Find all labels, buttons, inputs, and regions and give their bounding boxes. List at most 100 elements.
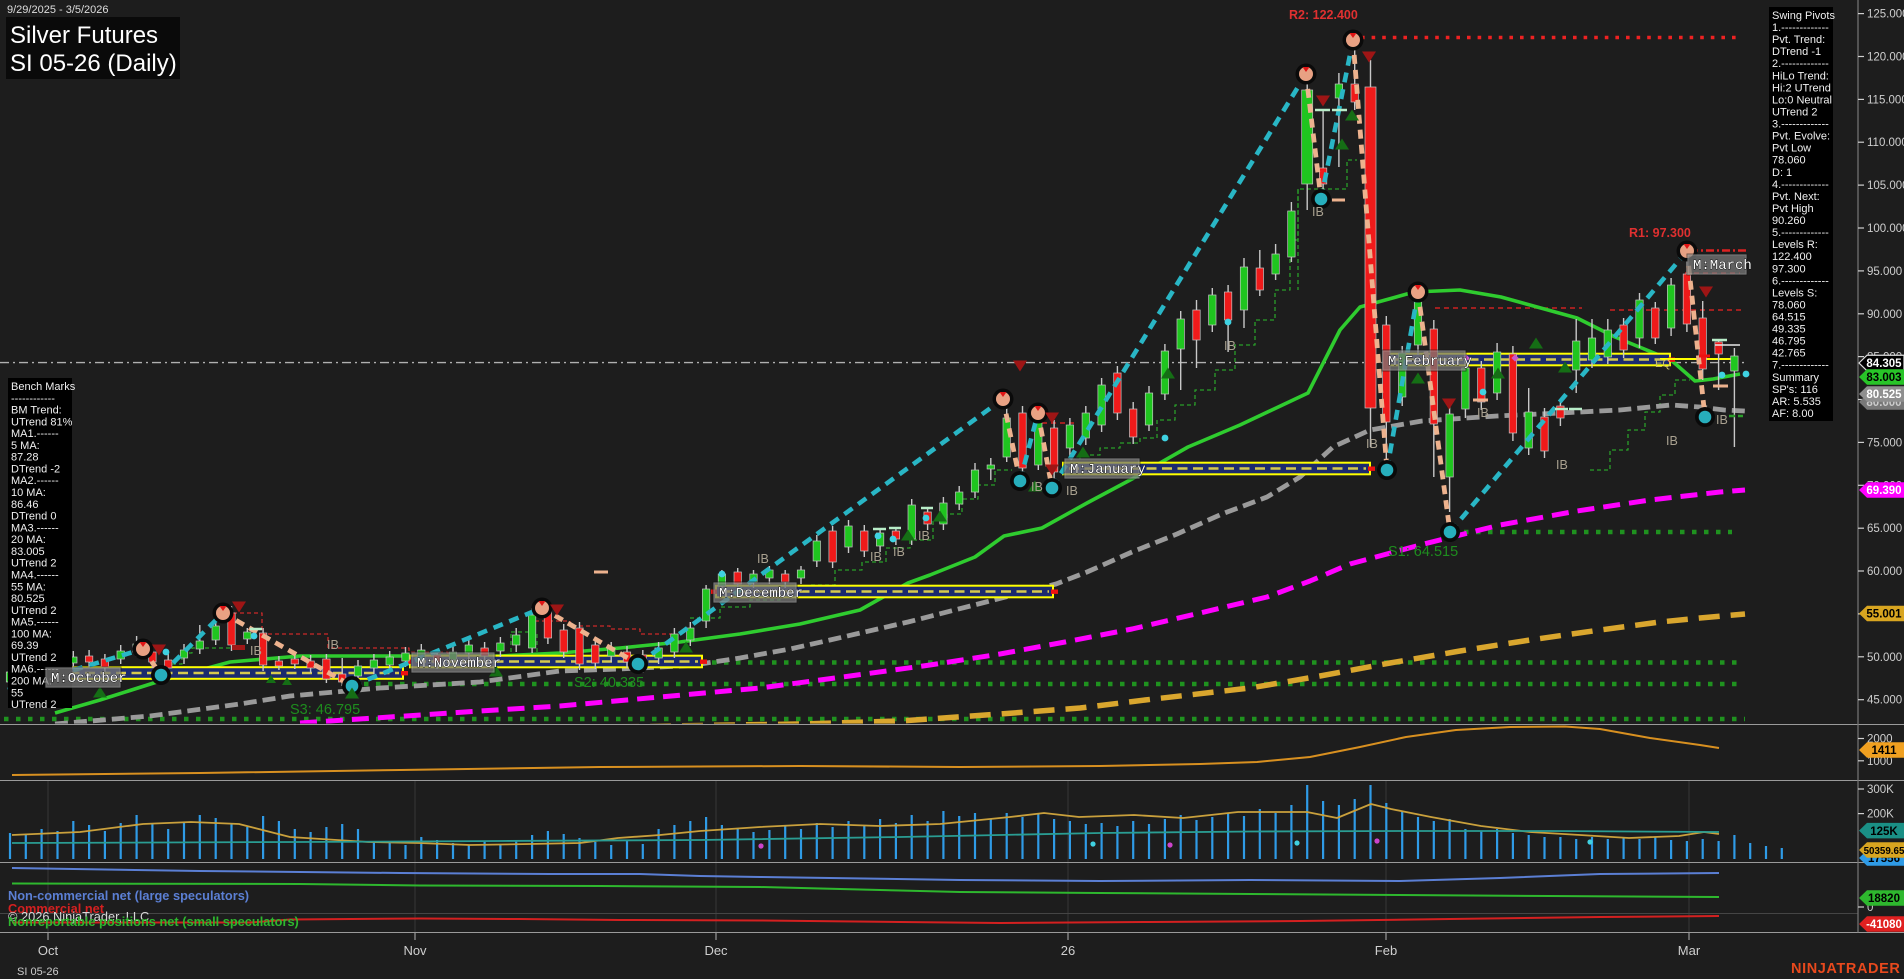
svg-text:1411: 1411 xyxy=(1872,745,1898,757)
svg-text:4.-------------: 4.------------- xyxy=(1772,179,1829,191)
svg-text:55: 55 xyxy=(11,687,23,699)
svg-text:DTrend -1: DTrend -1 xyxy=(1772,46,1821,58)
svg-text:MA3.------: MA3.------ xyxy=(11,522,59,534)
svg-text:45.000: 45.000 xyxy=(1867,695,1902,707)
svg-text:Pvt High: Pvt High xyxy=(1772,203,1814,215)
svg-text:R1: 97.300: R1: 97.300 xyxy=(1629,226,1691,240)
svg-text:84.305: 84.305 xyxy=(1866,358,1902,370)
svg-text:Levels R:: Levels R: xyxy=(1772,239,1818,251)
svg-text:IB: IB xyxy=(327,638,339,652)
svg-text:UTrend 2: UTrend 2 xyxy=(11,699,56,711)
svg-text:125K: 125K xyxy=(1870,826,1898,838)
svg-text:26: 26 xyxy=(1061,943,1075,958)
svg-text:Silver Futures: Silver Futures xyxy=(10,22,158,49)
svg-text:1.-------------: 1.------------- xyxy=(1772,22,1829,34)
svg-text:5.-------------: 5.------------- xyxy=(1772,227,1829,239)
svg-text:90.000: 90.000 xyxy=(1867,309,1902,321)
svg-text:18820: 18820 xyxy=(1868,893,1900,905)
svg-text:64.515: 64.515 xyxy=(1772,312,1806,324)
svg-text:M:February: M:February xyxy=(1388,354,1472,370)
svg-text:IB: IB xyxy=(1066,484,1078,498)
svg-text:UTrend 2: UTrend 2 xyxy=(11,558,56,570)
svg-text:IB: IB xyxy=(1477,406,1489,420)
svg-text:69.39: 69.39 xyxy=(11,640,39,652)
svg-text:125.000: 125.000 xyxy=(1867,9,1904,21)
svg-text:90.260: 90.260 xyxy=(1772,215,1806,227)
svg-text:10 MA:: 10 MA: xyxy=(11,487,46,499)
svg-text:S1: 64.515: S1: 64.515 xyxy=(1388,544,1458,560)
svg-text:DTrend 0: DTrend 0 xyxy=(11,511,56,523)
svg-text:IB: IB xyxy=(1556,458,1568,472)
svg-text:Non-commercial net (large spec: Non-commercial net (large speculators) xyxy=(8,888,249,903)
svg-text:Bench Marks: Bench Marks xyxy=(11,381,76,393)
svg-text:Mar: Mar xyxy=(1678,943,1701,958)
svg-text:9/29/2025 - 3/5/2026: 9/29/2025 - 3/5/2026 xyxy=(7,4,109,16)
svg-text:AR: 5.535: AR: 5.535 xyxy=(1772,396,1821,408)
svg-text:50359.65: 50359.65 xyxy=(1864,846,1904,857)
svg-text:SI 05-26 (Daily): SI 05-26 (Daily) xyxy=(10,50,177,77)
svg-text:49.335: 49.335 xyxy=(1772,324,1806,336)
svg-text:55 MA:: 55 MA: xyxy=(11,581,46,593)
svg-text:M:November: M:November xyxy=(417,656,501,672)
svg-text:IB: IB xyxy=(757,552,769,566)
svg-text:Summary: Summary xyxy=(1772,372,1820,384)
svg-text:NINJATRADER: NINJATRADER xyxy=(1791,961,1900,977)
svg-text:Dec: Dec xyxy=(704,943,728,958)
svg-text:MA4.------: MA4.------ xyxy=(11,570,59,582)
svg-text:MA1.------: MA1.------ xyxy=(11,428,59,440)
svg-text:122.400: 122.400 xyxy=(1772,251,1812,263)
svg-text:HiLo Trend:: HiLo Trend: xyxy=(1772,70,1829,82)
svg-text:IB: IB xyxy=(918,529,930,543)
svg-text:© 2026 NinjaTrader, LLC: © 2026 NinjaTrader, LLC xyxy=(8,909,149,924)
svg-text:3.-------------: 3.------------- xyxy=(1772,119,1829,131)
svg-text:IB: IB xyxy=(870,550,882,564)
svg-text:-41080: -41080 xyxy=(1866,919,1902,931)
svg-text:SI 05-26: SI 05-26 xyxy=(17,966,59,978)
svg-text:69.390: 69.390 xyxy=(1866,485,1901,497)
svg-text:83.003: 83.003 xyxy=(1866,372,1901,384)
svg-text:46.795: 46.795 xyxy=(1772,336,1806,348)
svg-text:IB: IB xyxy=(1716,413,1728,427)
svg-text:200K: 200K xyxy=(1867,809,1894,821)
svg-text:55.001: 55.001 xyxy=(1866,609,1902,621)
svg-text:M:January: M:January xyxy=(1070,462,1146,478)
svg-text:83.005: 83.005 xyxy=(11,546,45,558)
svg-text:86.46: 86.46 xyxy=(11,499,39,511)
svg-text:IB: IB xyxy=(1366,437,1378,451)
svg-text:M:December: M:December xyxy=(719,586,803,602)
svg-text:0: 0 xyxy=(1867,902,1873,914)
svg-text:78.060: 78.060 xyxy=(1772,299,1806,311)
svg-text:95.000: 95.000 xyxy=(1867,266,1902,278)
svg-text:IB: IB xyxy=(1666,434,1678,448)
svg-text:S2: 40.335: S2: 40.335 xyxy=(574,675,644,691)
svg-text:300K: 300K xyxy=(1867,784,1894,796)
svg-text:Pvt. Trend:: Pvt. Trend: xyxy=(1772,34,1825,46)
svg-text:AF: 8.00: AF: 8.00 xyxy=(1772,408,1814,420)
svg-text:D: 1: D: 1 xyxy=(1772,167,1792,179)
svg-text:IB: IB xyxy=(1224,339,1236,353)
svg-text:Commercial net: Commercial net xyxy=(8,901,105,916)
svg-text:97.300: 97.300 xyxy=(1772,263,1806,275)
svg-text:IB: IB xyxy=(250,644,262,658)
svg-text:Nonreportable positions net (s: Nonreportable positions net (small specu… xyxy=(8,914,299,929)
svg-text:110.000: 110.000 xyxy=(1867,137,1904,149)
svg-text:IB: IB xyxy=(893,545,905,559)
svg-text:DTrend -2: DTrend -2 xyxy=(11,464,60,476)
svg-text:UTrend 81%: UTrend 81% xyxy=(11,416,73,428)
svg-text:Pvt. Next:: Pvt. Next: xyxy=(1772,191,1820,203)
svg-text:------------: ------------ xyxy=(11,393,55,405)
svg-text:87.28: 87.28 xyxy=(11,452,39,464)
svg-text:Pvt Low: Pvt Low xyxy=(1772,143,1811,155)
svg-text:50.000: 50.000 xyxy=(1867,652,1902,664)
svg-text:80.525: 80.525 xyxy=(1866,389,1902,401)
svg-text:120.000: 120.000 xyxy=(1867,52,1904,64)
svg-text:S3: 46.795: S3: 46.795 xyxy=(290,702,360,718)
svg-text:UTrend 2: UTrend 2 xyxy=(1772,107,1817,119)
svg-text:100 MA:: 100 MA: xyxy=(11,628,52,640)
svg-text:MA5.------: MA5.------ xyxy=(11,617,59,629)
svg-text:7.-------------: 7.------------- xyxy=(1772,360,1829,372)
svg-text:BM Trend:: BM Trend: xyxy=(11,405,62,417)
svg-text:105.000: 105.000 xyxy=(1867,180,1904,192)
svg-text:Lo:0 Neutral: Lo:0 Neutral xyxy=(1772,94,1832,106)
svg-text:Feb: Feb xyxy=(1375,943,1397,958)
